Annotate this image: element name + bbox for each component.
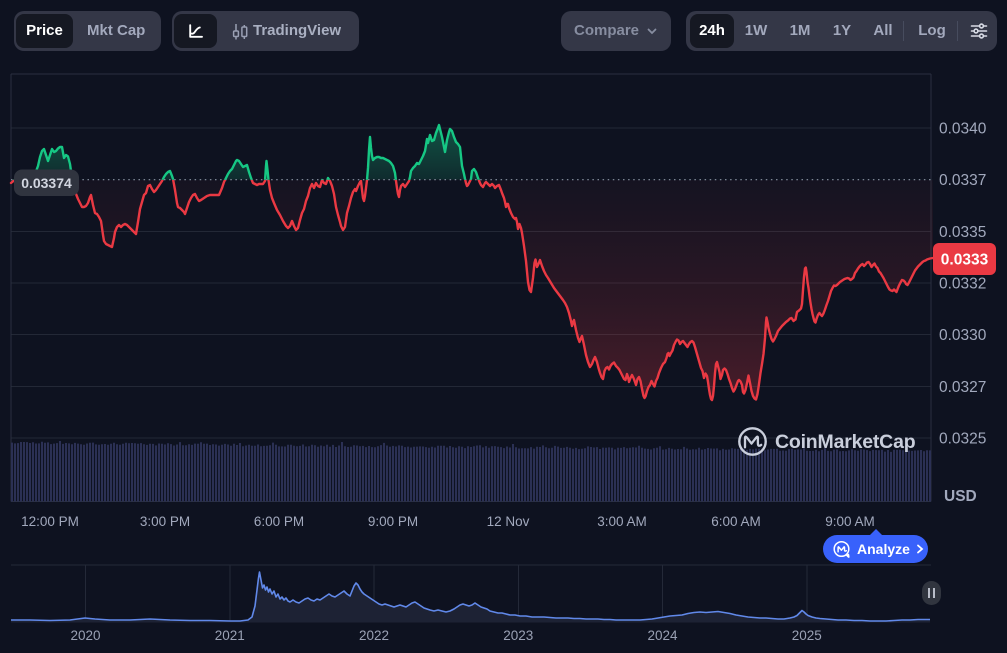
svg-text:2020: 2020 bbox=[70, 628, 100, 643]
svg-text:0.03374: 0.03374 bbox=[21, 175, 72, 191]
svg-text:2022: 2022 bbox=[359, 628, 389, 643]
svg-text:6:00 AM: 6:00 AM bbox=[711, 514, 761, 529]
svg-text:3:00 AM: 3:00 AM bbox=[597, 514, 647, 529]
svg-text:6:00 PM: 6:00 PM bbox=[254, 514, 304, 529]
svg-text:9:00 AM: 9:00 AM bbox=[825, 514, 875, 529]
svg-text:3:00 PM: 3:00 PM bbox=[140, 514, 190, 529]
svg-text:0.0330: 0.0330 bbox=[939, 327, 987, 344]
svg-text:12:00 PM: 12:00 PM bbox=[21, 514, 79, 529]
svg-text:0.0335: 0.0335 bbox=[939, 224, 986, 241]
svg-text:0.0337: 0.0337 bbox=[939, 172, 986, 189]
svg-text:0.0332: 0.0332 bbox=[939, 276, 986, 293]
svg-text:0.0340: 0.0340 bbox=[939, 121, 987, 138]
svg-text:12 Nov: 12 Nov bbox=[487, 514, 530, 529]
svg-text:2023: 2023 bbox=[503, 628, 533, 643]
svg-text:2024: 2024 bbox=[647, 628, 678, 643]
svg-text:USD: USD bbox=[944, 488, 977, 505]
svg-text:9:00 PM: 9:00 PM bbox=[368, 514, 418, 529]
svg-text:2025: 2025 bbox=[792, 628, 822, 643]
svg-text:0.0327: 0.0327 bbox=[939, 379, 986, 396]
svg-text:CoinMarketCap: CoinMarketCap bbox=[775, 431, 916, 453]
svg-text:0.0325: 0.0325 bbox=[939, 431, 986, 448]
svg-text:2021: 2021 bbox=[215, 628, 245, 643]
svg-text:0.0333: 0.0333 bbox=[941, 252, 989, 269]
